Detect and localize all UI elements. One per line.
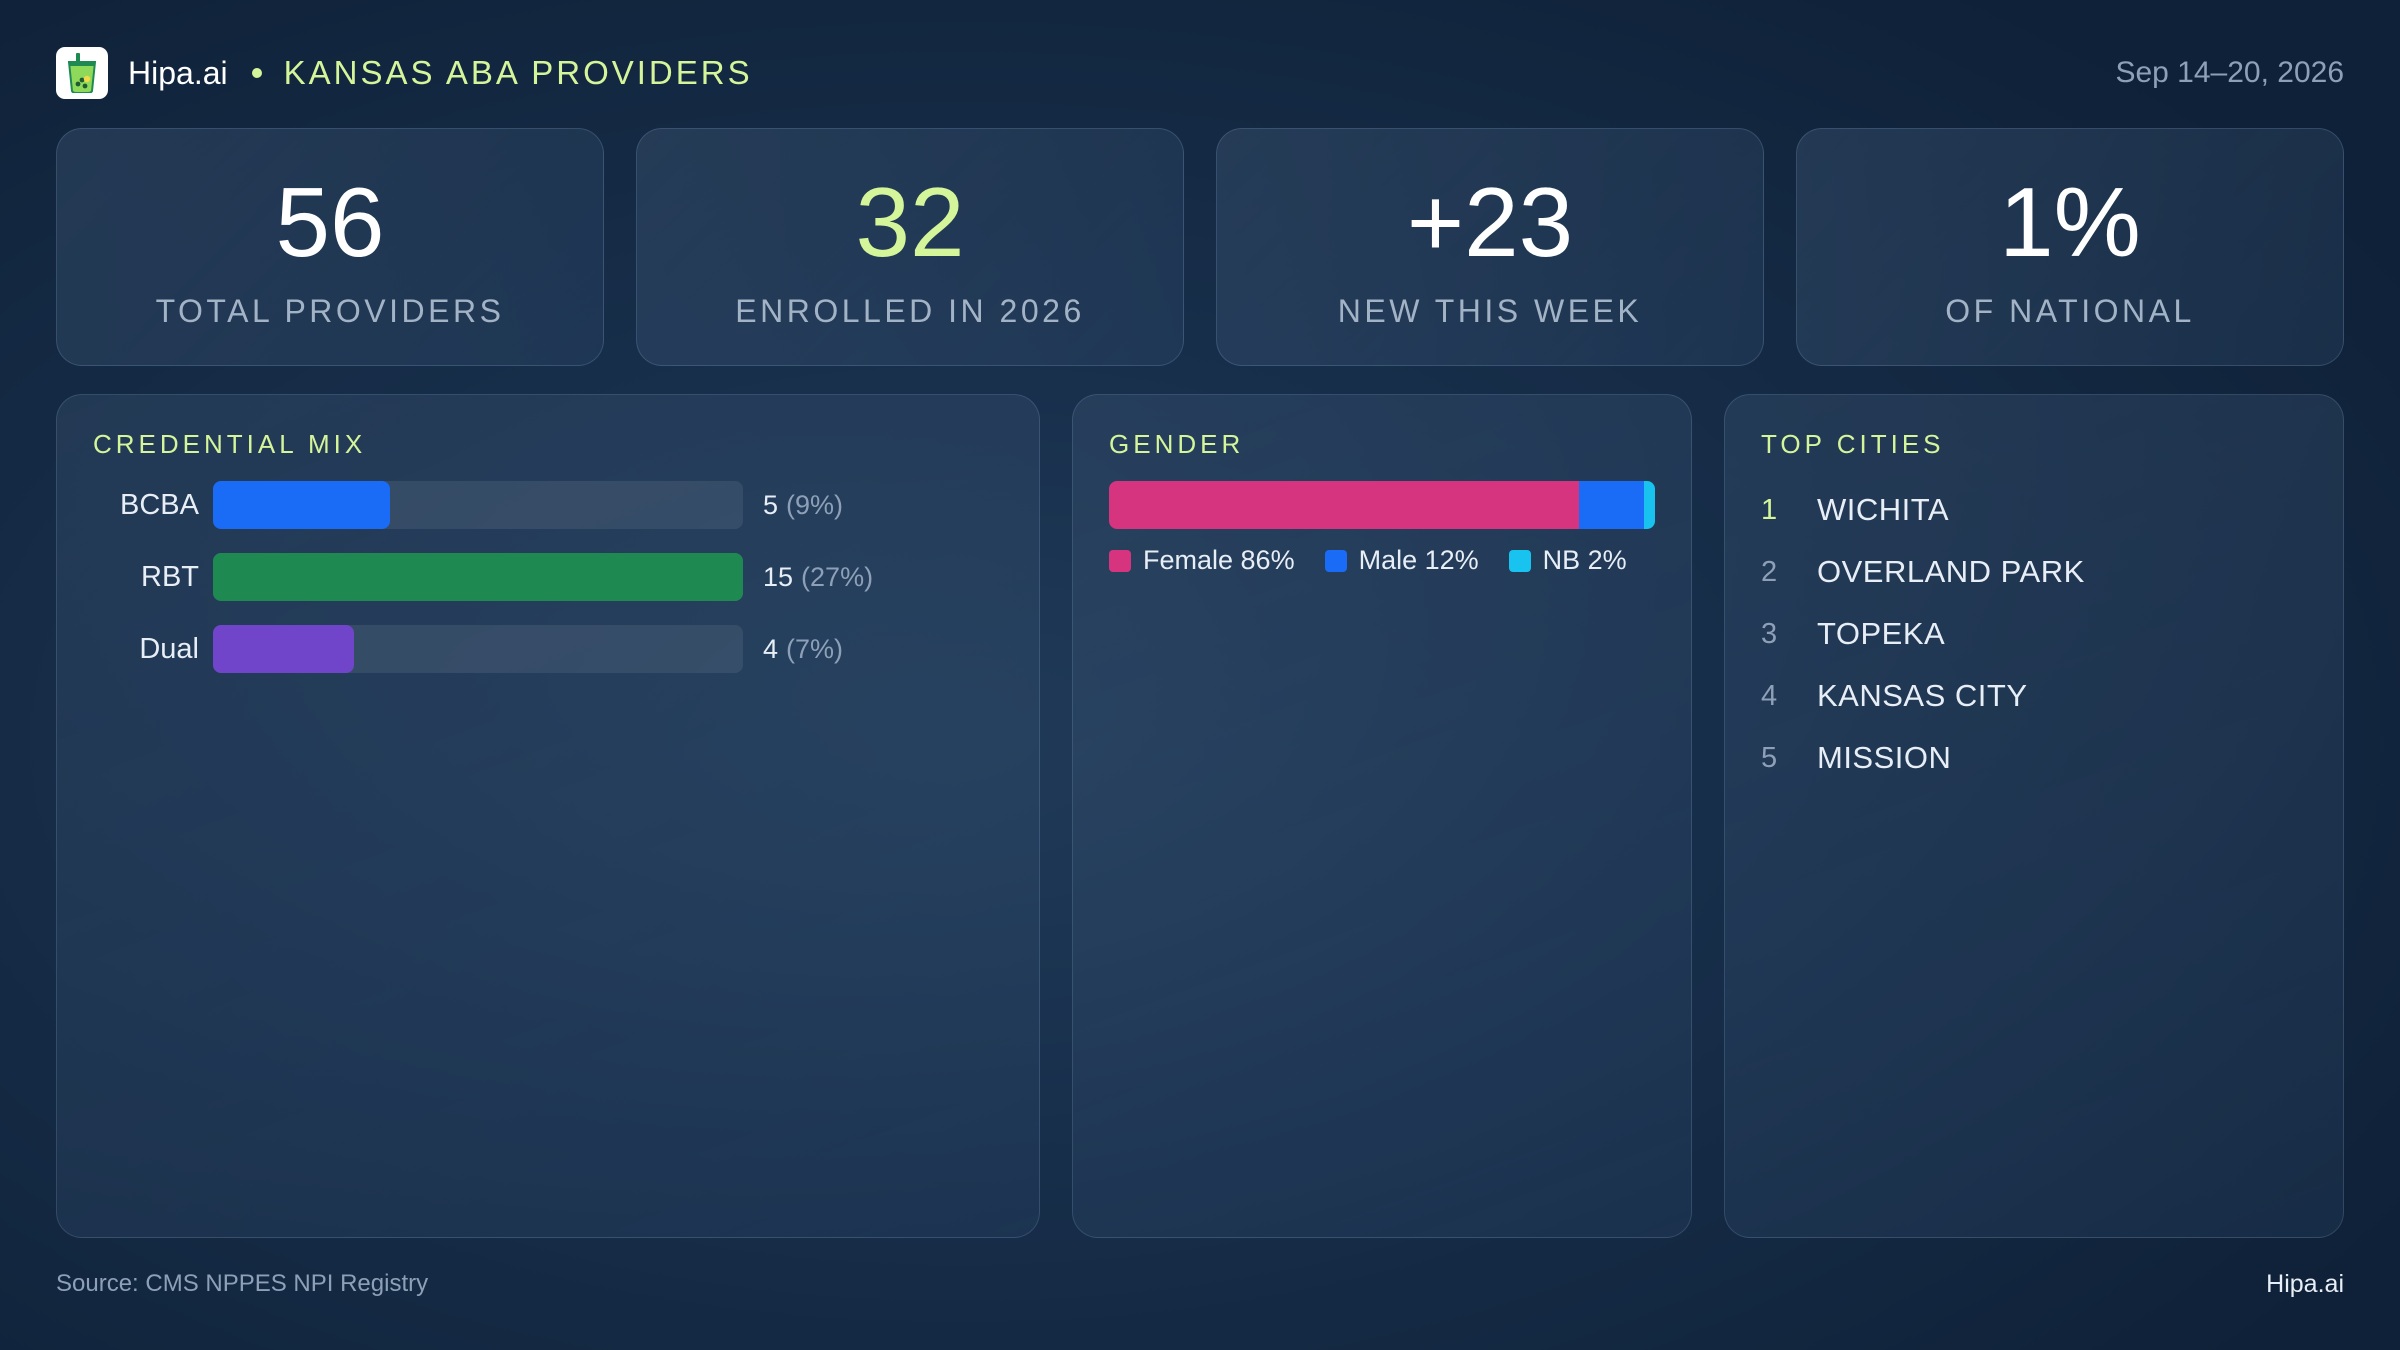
source-note: Source: CMS NPPES NPI Registry: [56, 1270, 429, 1297]
city-name: KANSAS CITY: [1817, 678, 2028, 713]
city-rank: 5: [1761, 741, 1778, 774]
value-label: 4 (7%): [763, 625, 843, 673]
kpi-row: 56 TOTAL PROVIDERS 32 ENROLLED IN 2026 +…: [56, 128, 2344, 366]
count-label: 15: [763, 562, 794, 592]
city-rank: 4: [1761, 679, 1778, 712]
credential-mix-panel: CREDENTIAL MIX BCBA 5 (9%) RBT 15 (27%) Dual 4(…: [56, 394, 1040, 1238]
city-list-item: 4 KANSAS CITY: [1761, 665, 2085, 727]
city-list-item: 1 WICHITA: [1761, 479, 2085, 541]
kpi-label: ENROLLED IN 2026: [735, 292, 1085, 329]
panel-title: CREDENTIAL MIX: [93, 429, 367, 459]
bubble-tea-cup-icon: [67, 53, 97, 93]
city-name: TOPEKA: [1817, 616, 1946, 651]
kpi-value: +23: [1406, 166, 1574, 277]
bar-bcba: [213, 481, 390, 529]
legend-item-female: Female 86%: [1109, 545, 1295, 576]
panel-title: TOP CITIES: [1761, 429, 1945, 459]
bar-track: [213, 553, 743, 601]
gender-segment-male: [1578, 481, 1645, 529]
legend-label: Male 12%: [1358, 545, 1479, 575]
top-cities-panel: TOP CITIES 1 WICHITA 2 OVERLAND PARK 3 TOPEKA…: [1724, 394, 2344, 1238]
kpi-label: TOTAL PROVIDERS: [155, 292, 505, 329]
kpi-value: 56: [275, 166, 385, 277]
top-cities-list: 1 WICHITA 2 OVERLAND PARK 3 TOPEKA 4 KANSAS CIT…: [1761, 479, 2085, 789]
kpi-value: 1%: [1999, 166, 2141, 277]
footer-brand: Hipa.ai: [2266, 1270, 2344, 1298]
brand-name: Hipa.ai: [128, 54, 228, 91]
report-title: KANSAS ABA PROVIDERS: [283, 54, 753, 91]
city-list-item: 5 MISSION: [1761, 727, 2085, 789]
legend-label: Female 86%: [1143, 545, 1295, 575]
legend-swatch: [1508, 549, 1531, 572]
credential-row-bcba: BCBA 5 (9%): [57, 481, 1041, 529]
kpi-card-new-this-week: +23 NEW THIS WEEK: [1216, 128, 1764, 366]
bar-track: [213, 625, 743, 673]
gender-segment-nb: [1644, 481, 1655, 529]
kpi-card-total-providers: 56 TOTAL PROVIDERS: [56, 128, 604, 366]
percent-label: (9%): [786, 490, 844, 520]
legend-swatch: [1109, 549, 1131, 572]
kpi-label: OF NATIONAL: [1945, 292, 2195, 329]
date-range: Sep 14–20, 2026: [2115, 56, 2344, 89]
category-label: BCBA: [120, 489, 199, 521]
count-label: 4: [763, 634, 779, 664]
count-label: 5: [763, 490, 779, 520]
gender-segment-female: [1109, 481, 1579, 529]
credential-row-rbt: RBT 15 (27%): [57, 553, 1041, 601]
percent-label: (7%): [786, 634, 844, 664]
panel-title: GENDER: [1109, 429, 1245, 459]
category-label: Dual: [139, 633, 199, 665]
city-rank: 2: [1761, 555, 1778, 588]
legend-item-nb: NB 2%: [1508, 545, 1627, 576]
gender-legend: Female 86% Male 12% NB 2%: [1109, 545, 1657, 576]
legend-label: NB 2%: [1542, 545, 1627, 575]
city-name: MISSION: [1817, 740, 1952, 775]
gender-panel: GENDER Female 86% Male 12% NB 2%: [1072, 394, 1692, 1238]
kpi-card-of-national: 1% OF NATIONAL: [1796, 128, 2344, 366]
kpi-card-enrolled: 32 ENROLLED IN 2026: [636, 128, 1184, 366]
kpi-value: 32: [855, 166, 965, 277]
city-name: WICHITA: [1817, 492, 1950, 527]
city-rank: 1: [1761, 493, 1778, 526]
brand-logo: [56, 47, 108, 99]
kpi-label: NEW THIS WEEK: [1337, 292, 1643, 329]
percent-label: (27%): [801, 562, 874, 592]
city-name: OVERLAND PARK: [1817, 554, 2085, 589]
bar-dual: [213, 625, 355, 673]
city-list-item: 2 OVERLAND PARK: [1761, 541, 2085, 603]
credential-row-dual: Dual 4 (7%): [57, 625, 1041, 673]
value-label: 5 (9%): [763, 481, 843, 529]
city-list-item: 3 TOPEKA: [1761, 603, 2085, 665]
city-rank: 3: [1761, 617, 1778, 650]
separator-dot: [251, 68, 262, 78]
header: Hipa.ai KANSAS ABA PROVIDERS Sep 14–20, …: [56, 46, 2344, 100]
bar-rbt: [213, 553, 743, 601]
gender-stacked-bar: [1109, 481, 1655, 529]
category-label: RBT: [141, 561, 199, 593]
legend-item-male: Male 12%: [1324, 545, 1479, 576]
value-label: 15 (27%): [763, 553, 873, 601]
legend-swatch: [1324, 549, 1347, 572]
bar-track: [213, 481, 743, 529]
